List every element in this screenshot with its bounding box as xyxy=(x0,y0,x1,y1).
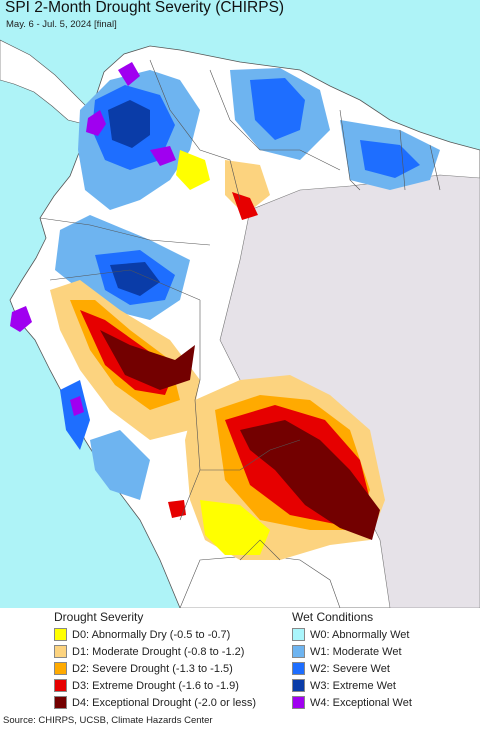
swatch-w2 xyxy=(292,662,305,675)
country-borders xyxy=(39,59,441,561)
map-graphic xyxy=(0,39,480,608)
swatch-d1 xyxy=(54,645,67,658)
map-subtitle: May. 6 - Jul. 5, 2024 [final] xyxy=(6,19,117,30)
legend-item-w4: W4: Exceptional Wet xyxy=(292,695,412,710)
label-d2: D2: Severe Drought (-1.3 to -1.5) xyxy=(72,662,233,675)
label-w1: W1: Moderate Wet xyxy=(310,645,402,658)
swatch-d0 xyxy=(54,628,67,641)
legend-item-d2: D2: Severe Drought (-1.3 to -1.5) xyxy=(54,661,233,676)
drought-map: SPI 2-Month Drought Severity (CHIRPS) Ma… xyxy=(0,0,480,608)
legend-item-w3: W3: Extreme Wet xyxy=(292,678,396,693)
swatch-d3 xyxy=(54,679,67,692)
label-d4: D4: Exceptional Drought (-2.0 or less) xyxy=(72,696,257,709)
legend-item-w1: W1: Moderate Wet xyxy=(292,644,402,659)
swatch-w0 xyxy=(292,628,305,641)
wet-legend-heading: Wet Conditions xyxy=(292,610,374,624)
swatch-w1 xyxy=(292,645,305,658)
label-d3: D3: Extreme Drought (-1.6 to -1.9) xyxy=(72,679,239,692)
label-d0: D0: Abnormally Dry (-0.5 to -0.7) xyxy=(72,628,231,641)
legend-item-d4: D4: Exceptional Drought (-2.0 or less) xyxy=(54,695,256,710)
legend-item-d0: D0: Abnormally Dry (-0.5 to -0.7) xyxy=(54,627,230,642)
legend-item-d3: D3: Extreme Drought (-1.6 to -1.9) xyxy=(54,678,239,693)
map-title: SPI 2-Month Drought Severity (CHIRPS) xyxy=(5,0,285,16)
label-d1: D1: Moderate Drought (-0.8 to -1.2) xyxy=(72,645,245,658)
legend: Drought Severity Wet Conditions D0: Abno… xyxy=(0,608,480,712)
swatch-w4 xyxy=(292,696,305,709)
legend-item-w0: W0: Abnormally Wet xyxy=(292,627,409,642)
swatch-d2 xyxy=(54,662,67,675)
swatch-w3 xyxy=(292,679,305,692)
label-w4: W4: Exceptional Wet xyxy=(310,696,412,709)
label-w3: W3: Extreme Wet xyxy=(310,679,396,692)
source-credit: Source: CHIRPS, UCSB, Climate Hazards Ce… xyxy=(3,715,213,726)
legend-item-d1: D1: Moderate Drought (-0.8 to -1.2) xyxy=(54,644,244,659)
swatch-d4 xyxy=(54,696,67,709)
drought-patches xyxy=(50,150,385,560)
label-w2: W2: Severe Wet xyxy=(310,662,390,675)
wet-patches xyxy=(10,62,440,500)
legend-item-w2: W2: Severe Wet xyxy=(292,661,390,676)
central-america-land xyxy=(0,39,91,125)
label-w0: W0: Abnormally Wet xyxy=(310,628,410,641)
drought-legend-heading: Drought Severity xyxy=(54,610,144,624)
